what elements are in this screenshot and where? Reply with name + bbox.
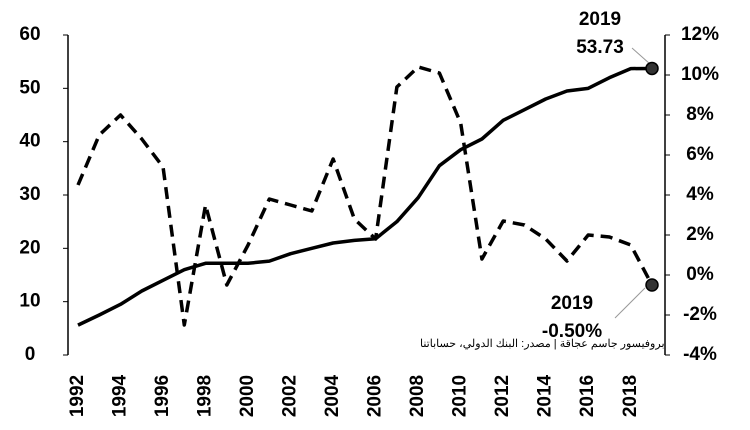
y2-tick-label: 6%	[686, 144, 714, 165]
line	[77, 66, 653, 327]
x-tick-label: 2012	[492, 375, 513, 417]
y-tick-label: 0	[25, 344, 36, 365]
y-tick-label: 10	[19, 291, 40, 312]
x-tick-label: 2002	[280, 375, 301, 417]
y-tick-label: 40	[19, 131, 40, 152]
y2-tick-label: -4%	[683, 344, 717, 365]
watermark: بروفيسور جاسم عجاقة | مصدر: البنك الدولي…	[420, 338, 665, 350]
leader-line	[631, 47, 651, 65]
y2-tick-label: -2%	[683, 304, 717, 325]
x-tick-label: 1992	[67, 375, 88, 417]
x-tick-label: 1994	[110, 374, 131, 417]
x-tick-label: 2008	[407, 375, 428, 417]
x-tick-label: 2016	[577, 375, 598, 417]
x-tick-label: 1998	[195, 375, 216, 417]
end-marker	[645, 278, 659, 292]
y-tick-label: 60	[19, 24, 40, 45]
line	[76, 65, 654, 327]
y2-tick-label: 2%	[686, 224, 714, 245]
x-tick-label: 2006	[365, 375, 386, 417]
annotation: 2019	[551, 293, 593, 314]
x-tick-label: 2000	[237, 375, 258, 417]
x-tick-label: 2014	[535, 374, 556, 417]
annotation: 53.73	[576, 37, 624, 58]
end-marker	[645, 61, 659, 76]
y2-tick-label: 8%	[686, 104, 714, 125]
annotation: 2019	[579, 9, 621, 30]
y-tick-label: 30	[19, 184, 40, 205]
x-tick-label: 2004	[322, 374, 343, 417]
y2-tick-label: 12%	[681, 24, 719, 45]
leader-line	[614, 287, 646, 319]
y2-tick-label: 4%	[686, 184, 714, 205]
annotation: -0.50%	[542, 321, 602, 342]
y2-tick-label: 0%	[686, 264, 714, 285]
y2-tick-label: 10%	[681, 64, 719, 85]
y-tick-label: 50	[19, 77, 40, 98]
x-tick-label: 2010	[450, 375, 471, 417]
x-tick-label: 2018	[620, 375, 641, 417]
y-tick-label: 20	[19, 237, 40, 258]
x-tick-label: 1996	[152, 375, 173, 417]
